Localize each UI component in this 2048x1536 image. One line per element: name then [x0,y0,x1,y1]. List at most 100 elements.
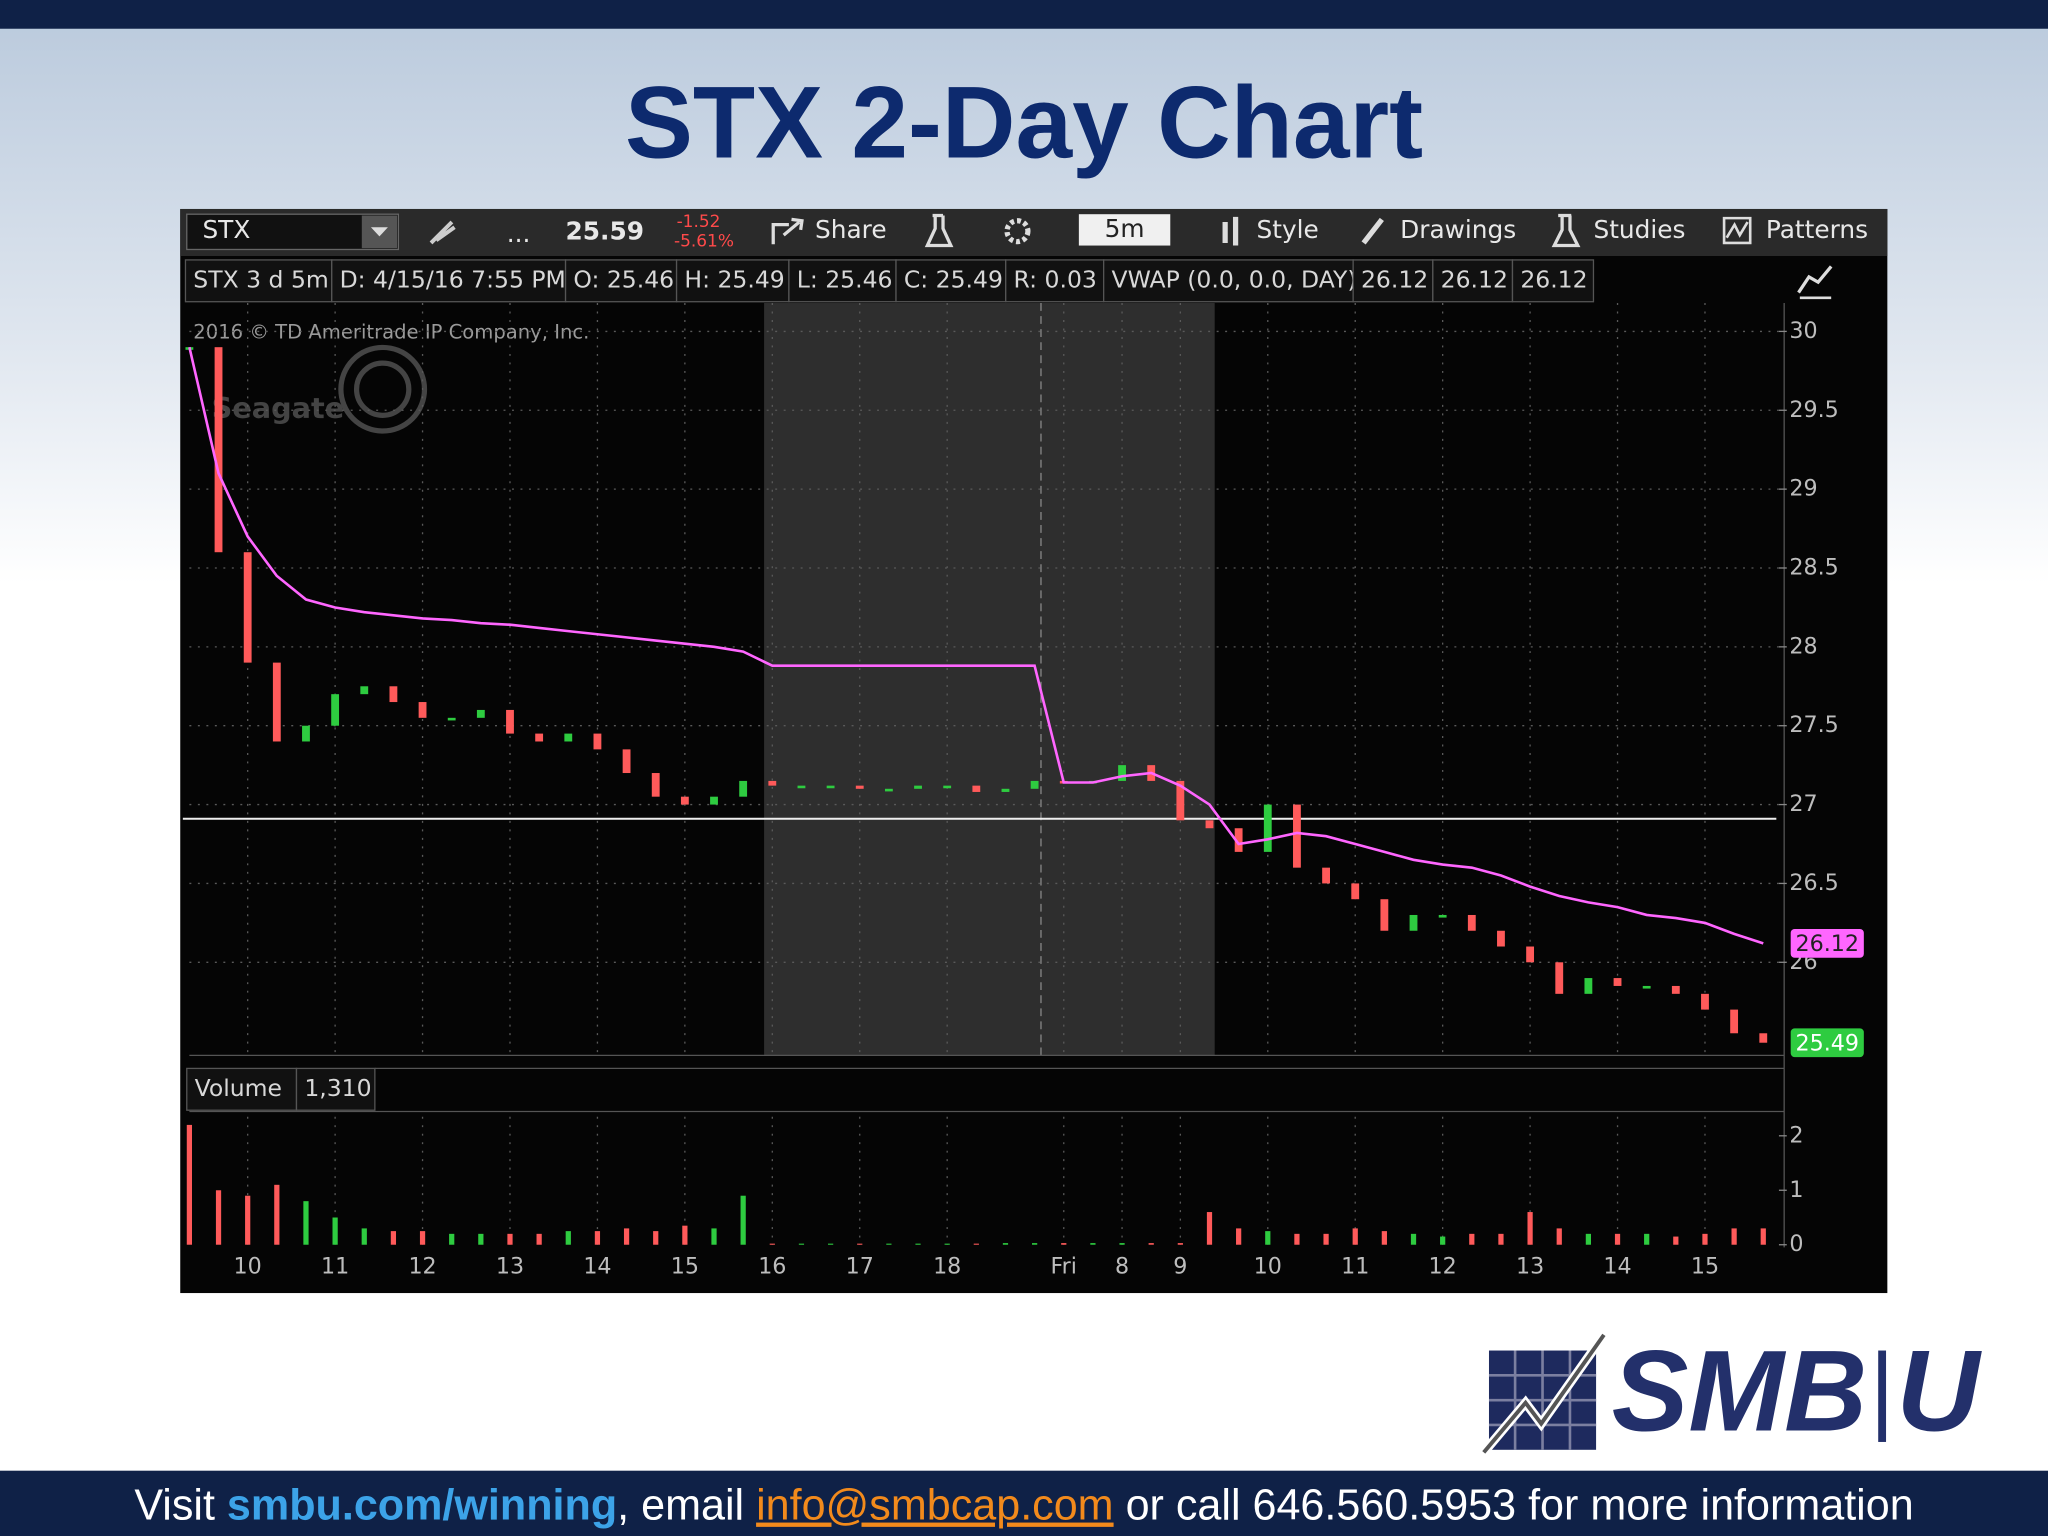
price-bar [1701,993,1709,1010]
volume-bar [1585,1233,1592,1245]
volume-bar [1556,1228,1562,1245]
price-bar [797,785,806,789]
volume-bar [1673,1236,1679,1245]
price-bar [593,733,602,750]
volume-bar [1614,1233,1621,1245]
volume-bar [1177,1243,1183,1245]
price-bar [214,347,223,553]
y-tick-label: 29.5 [1789,397,1838,423]
settings-icon[interactable] [1004,218,1031,245]
volume-readout-cell [295,1067,376,1111]
logo-smb: SMB [1612,1328,1867,1456]
price-bar [1322,867,1330,884]
last-value-label: 25.49 [1795,1031,1859,1057]
volume-bar [623,1228,630,1245]
price-bar [739,780,748,797]
volume-bar [186,1124,192,1245]
study-value: 26.12 [1520,265,1587,293]
share-icon[interactable] [771,217,804,245]
footer-rest: or call 646.560.5953 for more informatio… [1114,1482,1914,1530]
logo-u: U [1896,1328,1982,1456]
expand-icon[interactable] [1797,265,1833,294]
volume-bar [1644,1233,1650,1245]
x-tick-label: 11 [1341,1253,1369,1279]
volume-bar [1294,1233,1300,1245]
price-bar [884,788,893,792]
y-tick-label: 27 [1789,791,1817,817]
price-bar [1380,899,1389,931]
volume-bar [1527,1212,1533,1245]
price-bar [1555,962,1564,994]
price-bar [768,780,777,786]
volume-bar [1032,1243,1038,1245]
x-tick-label: 15 [1691,1253,1719,1279]
studies-button[interactable]: Studies [1593,215,1685,244]
share-button[interactable]: Share [815,215,887,244]
status-cell-box [895,259,1007,303]
x-tick-label: 14 [1603,1253,1631,1279]
price-bar [1759,1033,1768,1043]
style-icon[interactable] [1222,216,1239,246]
volume-bar [1731,1228,1737,1245]
volume-bar [1002,1243,1009,1245]
price-bar [680,796,689,805]
y-tick-label: 28 [1789,633,1817,659]
x-tick-label: 18 [933,1253,961,1279]
link-icon[interactable] [429,220,456,245]
footer-email[interactable]: info@smbcap.com [756,1482,1114,1530]
volume-bar [1119,1243,1125,1245]
interval-box[interactable] [1078,214,1171,246]
footer-url[interactable]: smbu.com/winning [227,1482,617,1530]
footer-email-prefix: , email [617,1482,756,1530]
price-bar [826,785,835,789]
patterns-button[interactable]: Patterns [1766,215,1868,244]
volume-bar [507,1233,513,1245]
patterns-icon[interactable] [1722,216,1752,245]
price-bar [651,773,660,797]
price-bar [855,785,864,789]
more-button[interactable]: ... [507,219,531,248]
y-tick-label: 26.5 [1789,870,1838,896]
price-bar [1642,985,1651,989]
x-tick-label: 13 [1516,1253,1544,1279]
drawings-icon[interactable] [1361,217,1384,245]
price-bar [1176,780,1185,821]
volume-bar [215,1190,222,1245]
price-bar [1613,978,1622,986]
x-tick-label: 15 [671,1253,699,1279]
volume-bar [1381,1231,1387,1245]
status-row: STX 3 d 5m D: 4/15/16 7:55 PM O: 25.46 H: 2… [184,259,1595,303]
net-change-pct: -5.61% [674,232,734,252]
y-tick-label: 28.5 [1789,554,1838,580]
volume-bar [1469,1233,1475,1245]
volume-bar [565,1231,571,1245]
volume-bar [944,1243,950,1245]
y-tick-label: 1 [1789,1177,1803,1203]
y-tick-label: 30 [1789,318,1817,344]
volume-bar [390,1231,397,1245]
y-tick-label: 29 [1789,476,1817,502]
y-tick-label: 0 [1789,1231,1803,1257]
study-value: 26.12 [1441,265,1508,293]
style-button[interactable]: Style [1256,215,1318,244]
footer-text: Visit smbu.com/winning, email info@smbca… [134,1482,1913,1530]
volume-bar [1410,1233,1417,1245]
y-tick-label: 27.5 [1789,712,1838,738]
interval[interactable]: 5m [1105,214,1145,243]
volume-bar [915,1243,921,1245]
drawings-button[interactable]: Drawings [1400,215,1516,244]
volume-bar [1702,1233,1708,1245]
dropdown-arrow [370,227,388,237]
status-cell-box [1103,259,1354,303]
volume-bar [740,1195,746,1245]
flask-icon[interactable] [924,213,954,248]
price-bar [1205,820,1214,829]
volume-bar [1760,1228,1766,1245]
x-tick-label: 17 [846,1253,874,1279]
studies-icon[interactable] [1551,213,1581,248]
x-tick-label: 10 [234,1253,262,1279]
volume-bar [419,1231,426,1245]
net-change: -1.52 [677,212,721,232]
